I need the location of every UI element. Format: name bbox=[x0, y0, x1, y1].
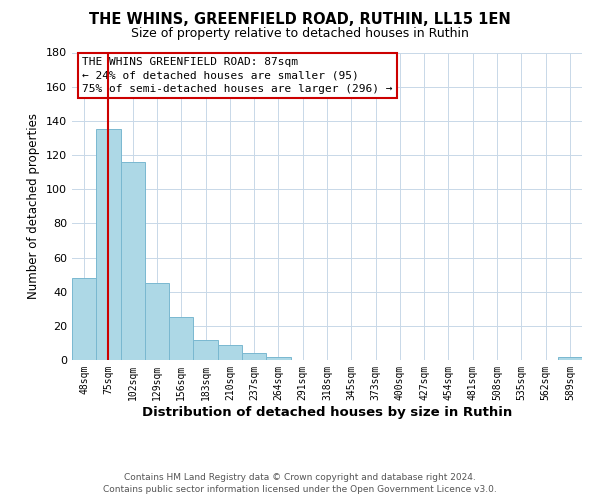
Bar bbox=[558, 356, 582, 360]
Bar bbox=[169, 318, 193, 360]
Text: THE WHINS, GREENFIELD ROAD, RUTHIN, LL15 1EN: THE WHINS, GREENFIELD ROAD, RUTHIN, LL15… bbox=[89, 12, 511, 28]
Bar bbox=[96, 130, 121, 360]
Bar bbox=[145, 283, 169, 360]
Text: Size of property relative to detached houses in Ruthin: Size of property relative to detached ho… bbox=[131, 28, 469, 40]
Y-axis label: Number of detached properties: Number of detached properties bbox=[28, 114, 40, 299]
X-axis label: Distribution of detached houses by size in Ruthin: Distribution of detached houses by size … bbox=[142, 406, 512, 418]
Text: THE WHINS GREENFIELD ROAD: 87sqm
← 24% of detached houses are smaller (95)
75% o: THE WHINS GREENFIELD ROAD: 87sqm ← 24% o… bbox=[82, 57, 392, 94]
Bar bbox=[193, 340, 218, 360]
Bar bbox=[121, 162, 145, 360]
Bar bbox=[72, 278, 96, 360]
Bar bbox=[242, 353, 266, 360]
Bar bbox=[218, 344, 242, 360]
Text: Contains HM Land Registry data © Crown copyright and database right 2024.
Contai: Contains HM Land Registry data © Crown c… bbox=[103, 472, 497, 494]
Bar bbox=[266, 356, 290, 360]
